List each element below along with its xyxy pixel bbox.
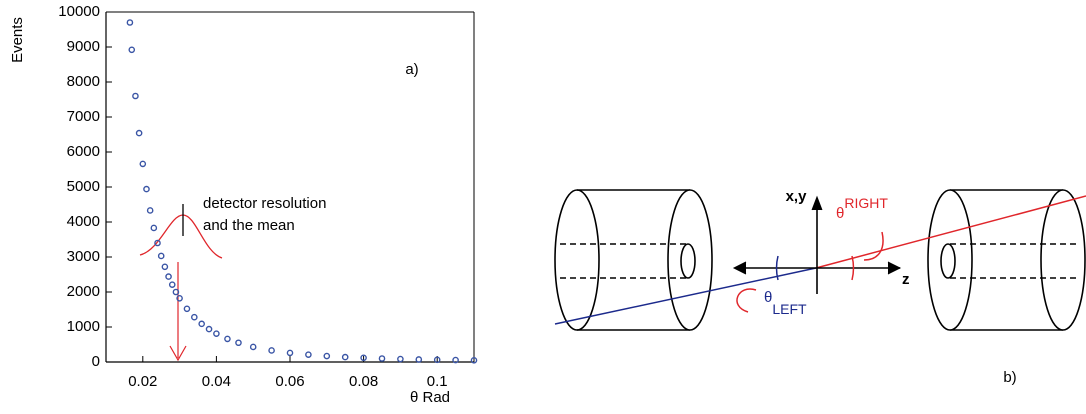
- point: [198, 320, 205, 328]
- point: [157, 252, 165, 260]
- point: [470, 356, 478, 364]
- point: [323, 352, 331, 360]
- x-tick-label: 0.06: [275, 373, 304, 390]
- point: [139, 160, 147, 168]
- point: [397, 355, 404, 363]
- theta: θ: [764, 289, 772, 306]
- x-tick-label: 0.1: [427, 373, 448, 390]
- right-track: [815, 195, 1086, 269]
- point: [143, 185, 150, 193]
- theta: θ: [836, 205, 844, 222]
- z-axis-label: z: [902, 271, 910, 288]
- x-axis-title: θ Rad: [410, 389, 450, 406]
- x-tick-label: 0.02: [128, 373, 157, 390]
- xy-axis-label: x,y: [786, 188, 808, 205]
- y-axis-title: Events: [9, 17, 26, 63]
- superscript: RIGHT: [844, 195, 888, 211]
- point: [146, 207, 154, 214]
- point: [452, 356, 459, 364]
- point: [286, 349, 294, 357]
- point: [172, 288, 180, 296]
- point: [128, 46, 136, 54]
- panel-label: a): [405, 61, 418, 78]
- annotation: and the mean: [203, 217, 295, 234]
- y-tick-label: 3000: [67, 248, 100, 265]
- point: [249, 343, 257, 351]
- left-angle-label: θLEFT: [764, 289, 807, 317]
- x-tick-label: 0.04: [202, 373, 231, 390]
- point: [415, 356, 423, 363]
- y-tick-label: 4000: [67, 213, 100, 230]
- right-angle-arc: [851, 255, 855, 281]
- arrow-head: [169, 345, 187, 362]
- point: [168, 281, 176, 288]
- xy-arrow: [811, 195, 823, 211]
- point: [191, 313, 198, 321]
- point: [224, 335, 231, 343]
- plot: 0 1000 2000 3000 4000 5000 6000 7000 8000 9000 100…: [58, 3, 478, 390]
- point: [305, 351, 312, 358]
- point: [165, 273, 172, 280]
- y-tick-label: 7000: [67, 108, 100, 125]
- point: [235, 339, 242, 347]
- point: [433, 356, 441, 364]
- z-arrow-left: [732, 261, 747, 275]
- annotation: detector resolution: [203, 195, 326, 212]
- point: [150, 224, 158, 232]
- z-arrow-right: [887, 261, 902, 275]
- right-angle-pointer: [863, 231, 884, 261]
- left-angle-pointer: [736, 288, 757, 313]
- y-tick-label: 1000: [67, 318, 100, 335]
- subscript: LEFT: [772, 301, 807, 317]
- left-track: [554, 267, 817, 325]
- left-detector: [554, 189, 713, 331]
- point: [205, 325, 213, 333]
- y-tick-label: 2000: [67, 283, 100, 300]
- right-angle-label: θRIGHT: [836, 195, 888, 222]
- panel-label: b): [1003, 369, 1016, 386]
- point: [135, 129, 143, 137]
- y-tick-label: 10000: [58, 3, 100, 20]
- y-tick-label: 0: [92, 353, 100, 370]
- y-tick-label: 5000: [67, 178, 100, 195]
- left-angle-arc: [775, 255, 779, 281]
- point: [161, 263, 169, 271]
- y-tick-label: 6000: [67, 143, 100, 160]
- point: [176, 294, 183, 302]
- point: [213, 330, 220, 337]
- x-tick-label: 0.08: [349, 373, 378, 390]
- point: [154, 239, 161, 247]
- point: [183, 305, 191, 313]
- y-tick-label: 8000: [67, 73, 100, 90]
- point: [378, 355, 386, 362]
- point: [360, 354, 367, 362]
- point: [268, 347, 275, 354]
- right-detector: [927, 189, 1086, 331]
- point: [126, 19, 134, 26]
- y-tick-label: 9000: [67, 38, 100, 55]
- point: [341, 353, 349, 361]
- point: [132, 92, 139, 100]
